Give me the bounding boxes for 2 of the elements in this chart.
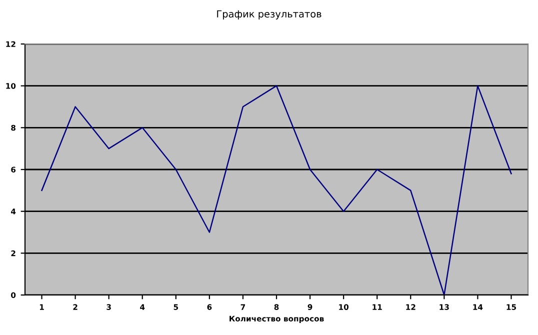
line-series [41,85,512,295]
chart-title: График результатов [217,10,322,20]
